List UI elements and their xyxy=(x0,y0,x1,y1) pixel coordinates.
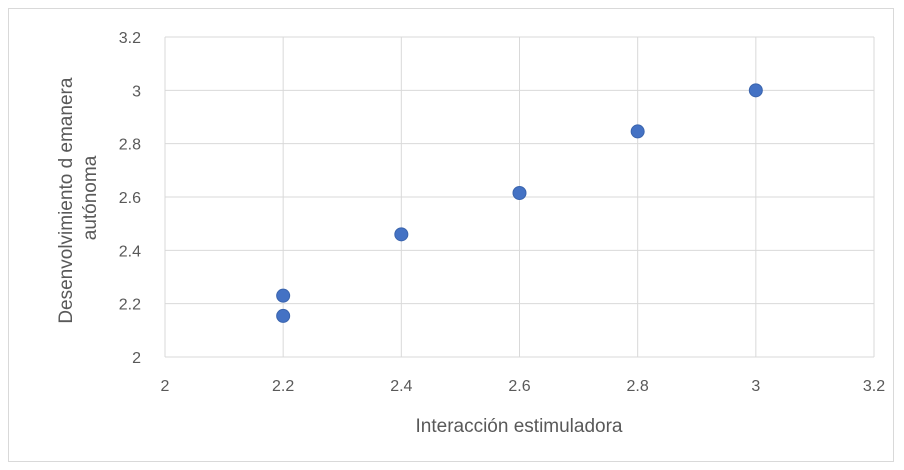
x-axis-title: Interacción estimuladora xyxy=(416,416,623,437)
y-tick-label: 3.2 xyxy=(119,30,141,47)
x-tick-label: 3 xyxy=(751,378,760,395)
x-tick-label: 2.4 xyxy=(390,378,412,395)
grid xyxy=(164,36,875,358)
y-tick-labels: 2 2.2 2.4 2.6 2.8 3 3.2 xyxy=(119,30,141,367)
data-point xyxy=(276,288,291,303)
data-point xyxy=(630,124,645,139)
data-point xyxy=(512,186,527,200)
chart-frame xyxy=(8,8,894,462)
data-point xyxy=(394,227,409,242)
y-tick-label: 2.4 xyxy=(119,243,141,260)
x-tick-label: 2.6 xyxy=(508,378,530,395)
data-points xyxy=(276,83,763,323)
data-point xyxy=(748,83,763,98)
y-tick-label: 2.2 xyxy=(119,297,141,314)
y-axis-title-line-2: autónoma xyxy=(80,155,101,240)
data-point xyxy=(276,308,291,323)
y-axis-title-line-1: Desenvolvimiento d emanera xyxy=(56,77,77,324)
y-axis-title: Desenvolvimiento d emanera autónoma xyxy=(56,72,101,323)
x-tick-label: 2 xyxy=(161,378,170,395)
x-tick-label: 2.8 xyxy=(627,378,649,395)
y-tick-label: 3 xyxy=(132,83,141,100)
x-tick-label: 2.2 xyxy=(272,378,294,395)
y-tick-label: 2.8 xyxy=(119,137,141,154)
y-tick-label: 2.6 xyxy=(119,190,141,207)
x-tick-label: 3.2 xyxy=(863,378,885,395)
x-tick-labels: 2 2.2 2.4 2.6 2.8 3 3.2 xyxy=(161,378,886,395)
y-tick-label: 2 xyxy=(132,350,141,367)
